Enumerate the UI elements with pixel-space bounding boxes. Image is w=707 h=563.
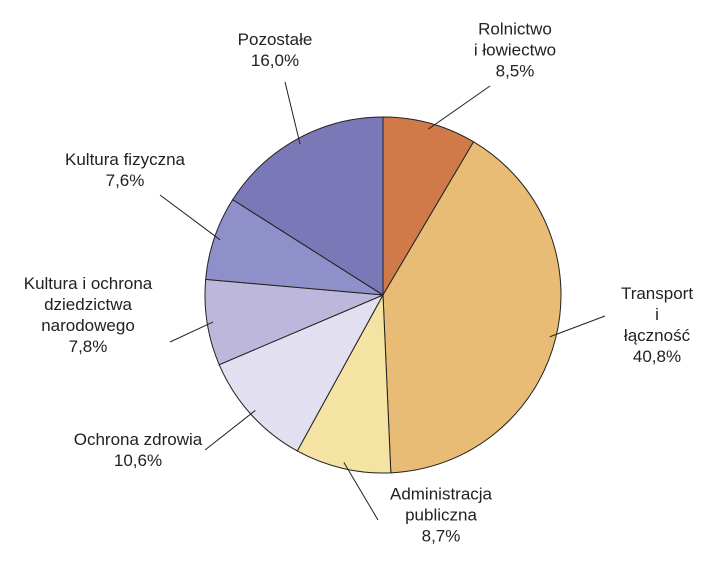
slice-label: Ochrona zdrowia 10,6%	[74, 429, 203, 471]
leader-line	[549, 315, 606, 338]
leader-line	[428, 85, 491, 130]
category-label: Kultura i ochrona dziedzictwa narodowego	[23, 274, 153, 335]
value-label: 16,0%	[250, 51, 300, 70]
value-label: 7,8%	[68, 337, 108, 356]
category-label: Pozostałe	[237, 30, 313, 49]
category-label: Administracja publiczna	[389, 484, 493, 525]
slice-label: Pozostałe 16,0%	[238, 29, 313, 71]
leader-line	[204, 409, 256, 451]
slice-label: Rolnictwo i łowiectwo 8,5%	[474, 19, 556, 82]
pie-slice	[382, 116, 475, 297]
leader-line	[284, 81, 301, 145]
pie-slice	[382, 141, 562, 474]
category-label: Rolnictwo i łowiectwo	[473, 19, 557, 60]
pie-slice	[232, 116, 384, 296]
category-label: Ochrona zdrowia	[73, 430, 203, 449]
leader-line	[159, 194, 221, 241]
category-label: Kultura fizyczna	[65, 150, 185, 169]
pie-slice	[296, 293, 392, 474]
value-label: 10,6%	[113, 451, 163, 470]
value-label: 8,5%	[495, 61, 535, 81]
slice-label: Administracja publiczna 8,7%	[390, 484, 492, 547]
value-label: 7,6%	[105, 171, 145, 190]
category-label: Transport i łączność	[620, 284, 694, 345]
slice-label: Transport i łączność 40,8%	[621, 283, 693, 367]
value-label: 40,8%	[632, 347, 682, 366]
slice-label: Kultura fizyczna 7,6%	[65, 149, 185, 191]
leader-line	[343, 462, 379, 521]
leader-line	[169, 321, 214, 343]
value-label: 8,7%	[421, 526, 461, 546]
slice-label: Kultura i ochrona dziedzictwa narodowego…	[24, 273, 153, 357]
